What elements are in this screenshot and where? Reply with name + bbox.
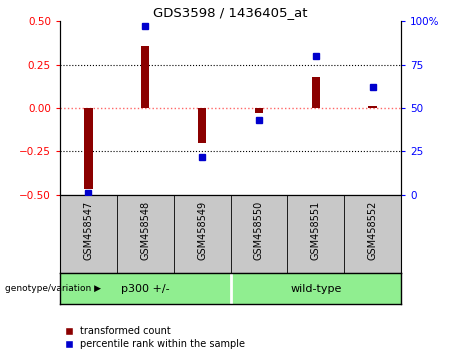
Text: wild-type: wild-type bbox=[290, 284, 342, 293]
Bar bbox=[141, 46, 149, 108]
Text: genotype/variation ▶: genotype/variation ▶ bbox=[5, 284, 100, 293]
Text: GSM458549: GSM458549 bbox=[197, 201, 207, 260]
Bar bbox=[312, 77, 320, 108]
Text: GSM458547: GSM458547 bbox=[83, 201, 94, 260]
Text: GSM458551: GSM458551 bbox=[311, 201, 321, 260]
Text: GSM458552: GSM458552 bbox=[367, 201, 378, 260]
Text: p300 +/-: p300 +/- bbox=[121, 284, 170, 293]
Legend: transformed count, percentile rank within the sample: transformed count, percentile rank withi… bbox=[65, 326, 245, 349]
Bar bbox=[254, 108, 263, 113]
Bar bbox=[198, 108, 207, 143]
Bar bbox=[368, 106, 377, 108]
Bar bbox=[84, 108, 93, 189]
Text: GSM458550: GSM458550 bbox=[254, 201, 264, 260]
Title: GDS3598 / 1436405_at: GDS3598 / 1436405_at bbox=[153, 6, 308, 19]
Text: GSM458548: GSM458548 bbox=[140, 201, 150, 260]
